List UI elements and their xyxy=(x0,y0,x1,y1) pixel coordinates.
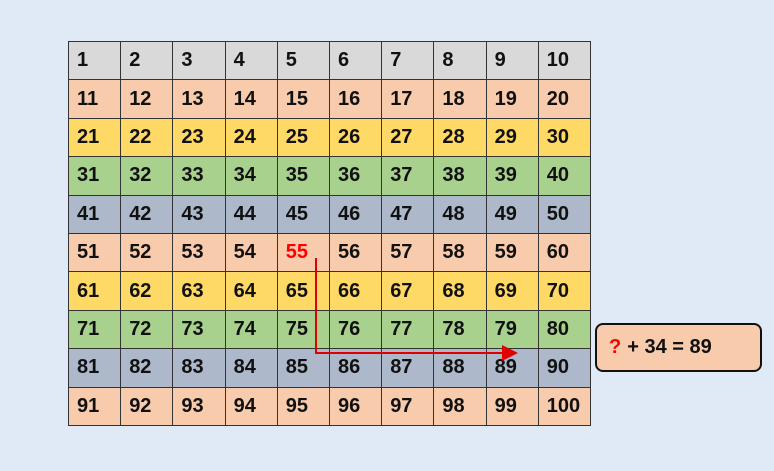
number-cell: 5 xyxy=(276,41,330,81)
number-cell: 82 xyxy=(120,348,174,388)
number-cell: 68 xyxy=(433,271,487,311)
number-cell: 59 xyxy=(485,233,539,273)
number-cell: 70 xyxy=(537,271,591,311)
number-cell: 37 xyxy=(381,156,435,196)
number-cell: 96 xyxy=(329,386,383,426)
number-cell: 97 xyxy=(381,386,435,426)
number-cell: 16 xyxy=(329,79,383,119)
number-cell: 74 xyxy=(224,309,278,350)
number-cell: 83 xyxy=(172,348,226,388)
number-cell: 15 xyxy=(276,79,330,119)
number-cell: 63 xyxy=(172,271,226,311)
number-cell: 53 xyxy=(172,233,226,273)
number-cell: 50 xyxy=(537,194,591,234)
number-cell: 19 xyxy=(485,79,539,119)
number-cell: 92 xyxy=(120,386,174,426)
number-cell: 30 xyxy=(537,117,591,158)
number-cell: 25 xyxy=(276,117,330,158)
number-cell: 13 xyxy=(172,79,226,119)
question-mark: ? xyxy=(609,336,622,358)
number-cell: 51 xyxy=(68,233,122,273)
number-cell: 31 xyxy=(68,156,122,196)
number-cell: 26 xyxy=(329,117,383,158)
number-cell: 6 xyxy=(329,41,383,81)
number-cell: 11 xyxy=(68,79,122,119)
number-cell: 71 xyxy=(68,309,122,350)
number-cell: 76 xyxy=(329,309,383,350)
number-cell: 98 xyxy=(433,386,487,426)
number-cell: 94 xyxy=(224,386,278,426)
number-cell: 62 xyxy=(120,271,174,311)
number-cell: 1 xyxy=(68,41,122,81)
number-cell: 12 xyxy=(120,79,174,119)
number-cell: 46 xyxy=(329,194,383,234)
number-cell: 10 xyxy=(537,41,591,81)
number-cell: 67 xyxy=(381,271,435,311)
number-cell: 20 xyxy=(537,79,591,119)
number-cell: 14 xyxy=(224,79,278,119)
number-cell: 33 xyxy=(172,156,226,196)
number-cell: 91 xyxy=(68,386,122,426)
number-cell: 69 xyxy=(485,271,539,311)
number-cell: 28 xyxy=(433,117,487,158)
number-cell: 43 xyxy=(172,194,226,234)
number-cell: 39 xyxy=(485,156,539,196)
number-cell: 78 xyxy=(433,309,487,350)
number-cell: 73 xyxy=(172,309,226,350)
number-cell: 56 xyxy=(329,233,383,273)
number-cell: 41 xyxy=(68,194,122,234)
number-cell: 80 xyxy=(537,309,591,350)
arrow xyxy=(315,258,518,361)
number-cell: 42 xyxy=(120,194,174,234)
number-cell: 24 xyxy=(224,117,278,158)
number-cell: 93 xyxy=(172,386,226,426)
number-cell: 54 xyxy=(224,233,278,273)
number-cell: 22 xyxy=(120,117,174,158)
number-cell: 61 xyxy=(68,271,122,311)
number-cell: 75 xyxy=(276,309,330,350)
number-cell: 86 xyxy=(329,348,383,388)
equation-callout: ? + 34 = 89 xyxy=(595,323,762,372)
number-cell: 57 xyxy=(381,233,435,273)
equation: + 34 = 89 xyxy=(627,336,712,358)
number-cell: 95 xyxy=(276,386,330,426)
number-cell: 99 xyxy=(485,386,539,426)
number-cell: 58 xyxy=(433,233,487,273)
number-cell: 36 xyxy=(329,156,383,196)
number-cell: 100 xyxy=(537,386,591,426)
number-cell: 47 xyxy=(381,194,435,234)
number-cell: 7 xyxy=(381,41,435,81)
number-cell: 52 xyxy=(120,233,174,273)
